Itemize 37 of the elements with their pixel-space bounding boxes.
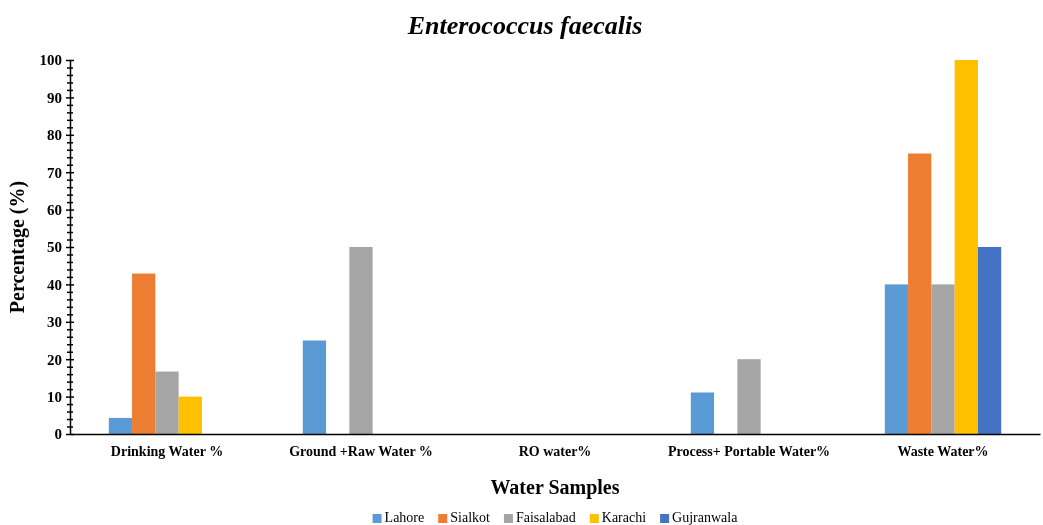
y-tick-label: 70 [47,164,62,181]
y-tick-label: 0 [54,426,62,443]
chart-title: Enterococcus faecalis [406,11,643,40]
y-tick-label: 10 [47,388,62,405]
bar [884,284,909,434]
legend-label: Sialkot [450,510,491,525]
bar [931,284,955,434]
x-tick-label: Ground +Raw Water % [289,443,433,459]
y-tick-label: 50 [47,239,62,256]
x-tick-label: Drinking Water % [110,443,224,459]
legend-label: Karachi [601,510,647,525]
y-tick-label: 20 [47,351,62,368]
y-tick-label: 90 [47,89,62,106]
bar [155,371,179,434]
bar [302,340,327,434]
x-tick-label: Process+ Portable Water% [667,443,831,459]
bar [178,396,202,434]
y-tick-label: 60 [47,201,62,218]
legend-label: Gujranwala [672,510,739,525]
y-tick-label: 100 [39,52,62,69]
bar [977,247,1002,434]
bar [349,247,373,434]
y-tick-label: 40 [47,276,62,293]
legend-label: Faisalabad [515,510,576,525]
x-tick-label: Waste Water% [897,443,989,459]
x-axis-title: Water Samples [490,476,620,499]
y-tick-label: 80 [47,127,62,144]
bar [908,153,932,434]
bar [954,60,978,434]
bar [108,417,133,434]
y-axis-title: Percentage (%) [6,180,29,314]
y-tick-label: 30 [47,314,62,331]
bar [690,392,715,434]
bar [737,359,761,434]
bar [132,273,156,434]
legend-label: Lahore [384,510,425,525]
x-tick-label: RO water% [518,443,592,459]
